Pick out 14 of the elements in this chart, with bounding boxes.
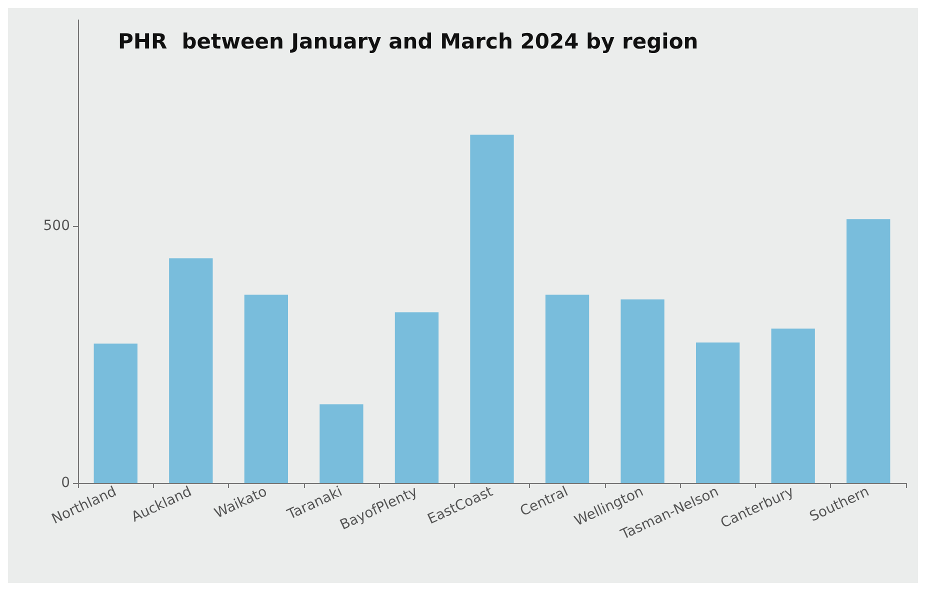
y-tick-label: 0 — [61, 475, 70, 491]
bar — [320, 404, 364, 483]
bar — [244, 294, 288, 483]
bar — [771, 328, 815, 483]
bar — [470, 134, 514, 483]
chart-title: PHR between January and March 2024 by region — [118, 30, 698, 54]
bar — [620, 299, 664, 483]
y-tick-label: 500 — [43, 218, 70, 234]
bar — [545, 294, 590, 483]
bar — [394, 312, 439, 483]
bar — [696, 342, 740, 483]
bar — [846, 219, 890, 483]
bar — [94, 344, 138, 483]
bar — [169, 258, 213, 483]
